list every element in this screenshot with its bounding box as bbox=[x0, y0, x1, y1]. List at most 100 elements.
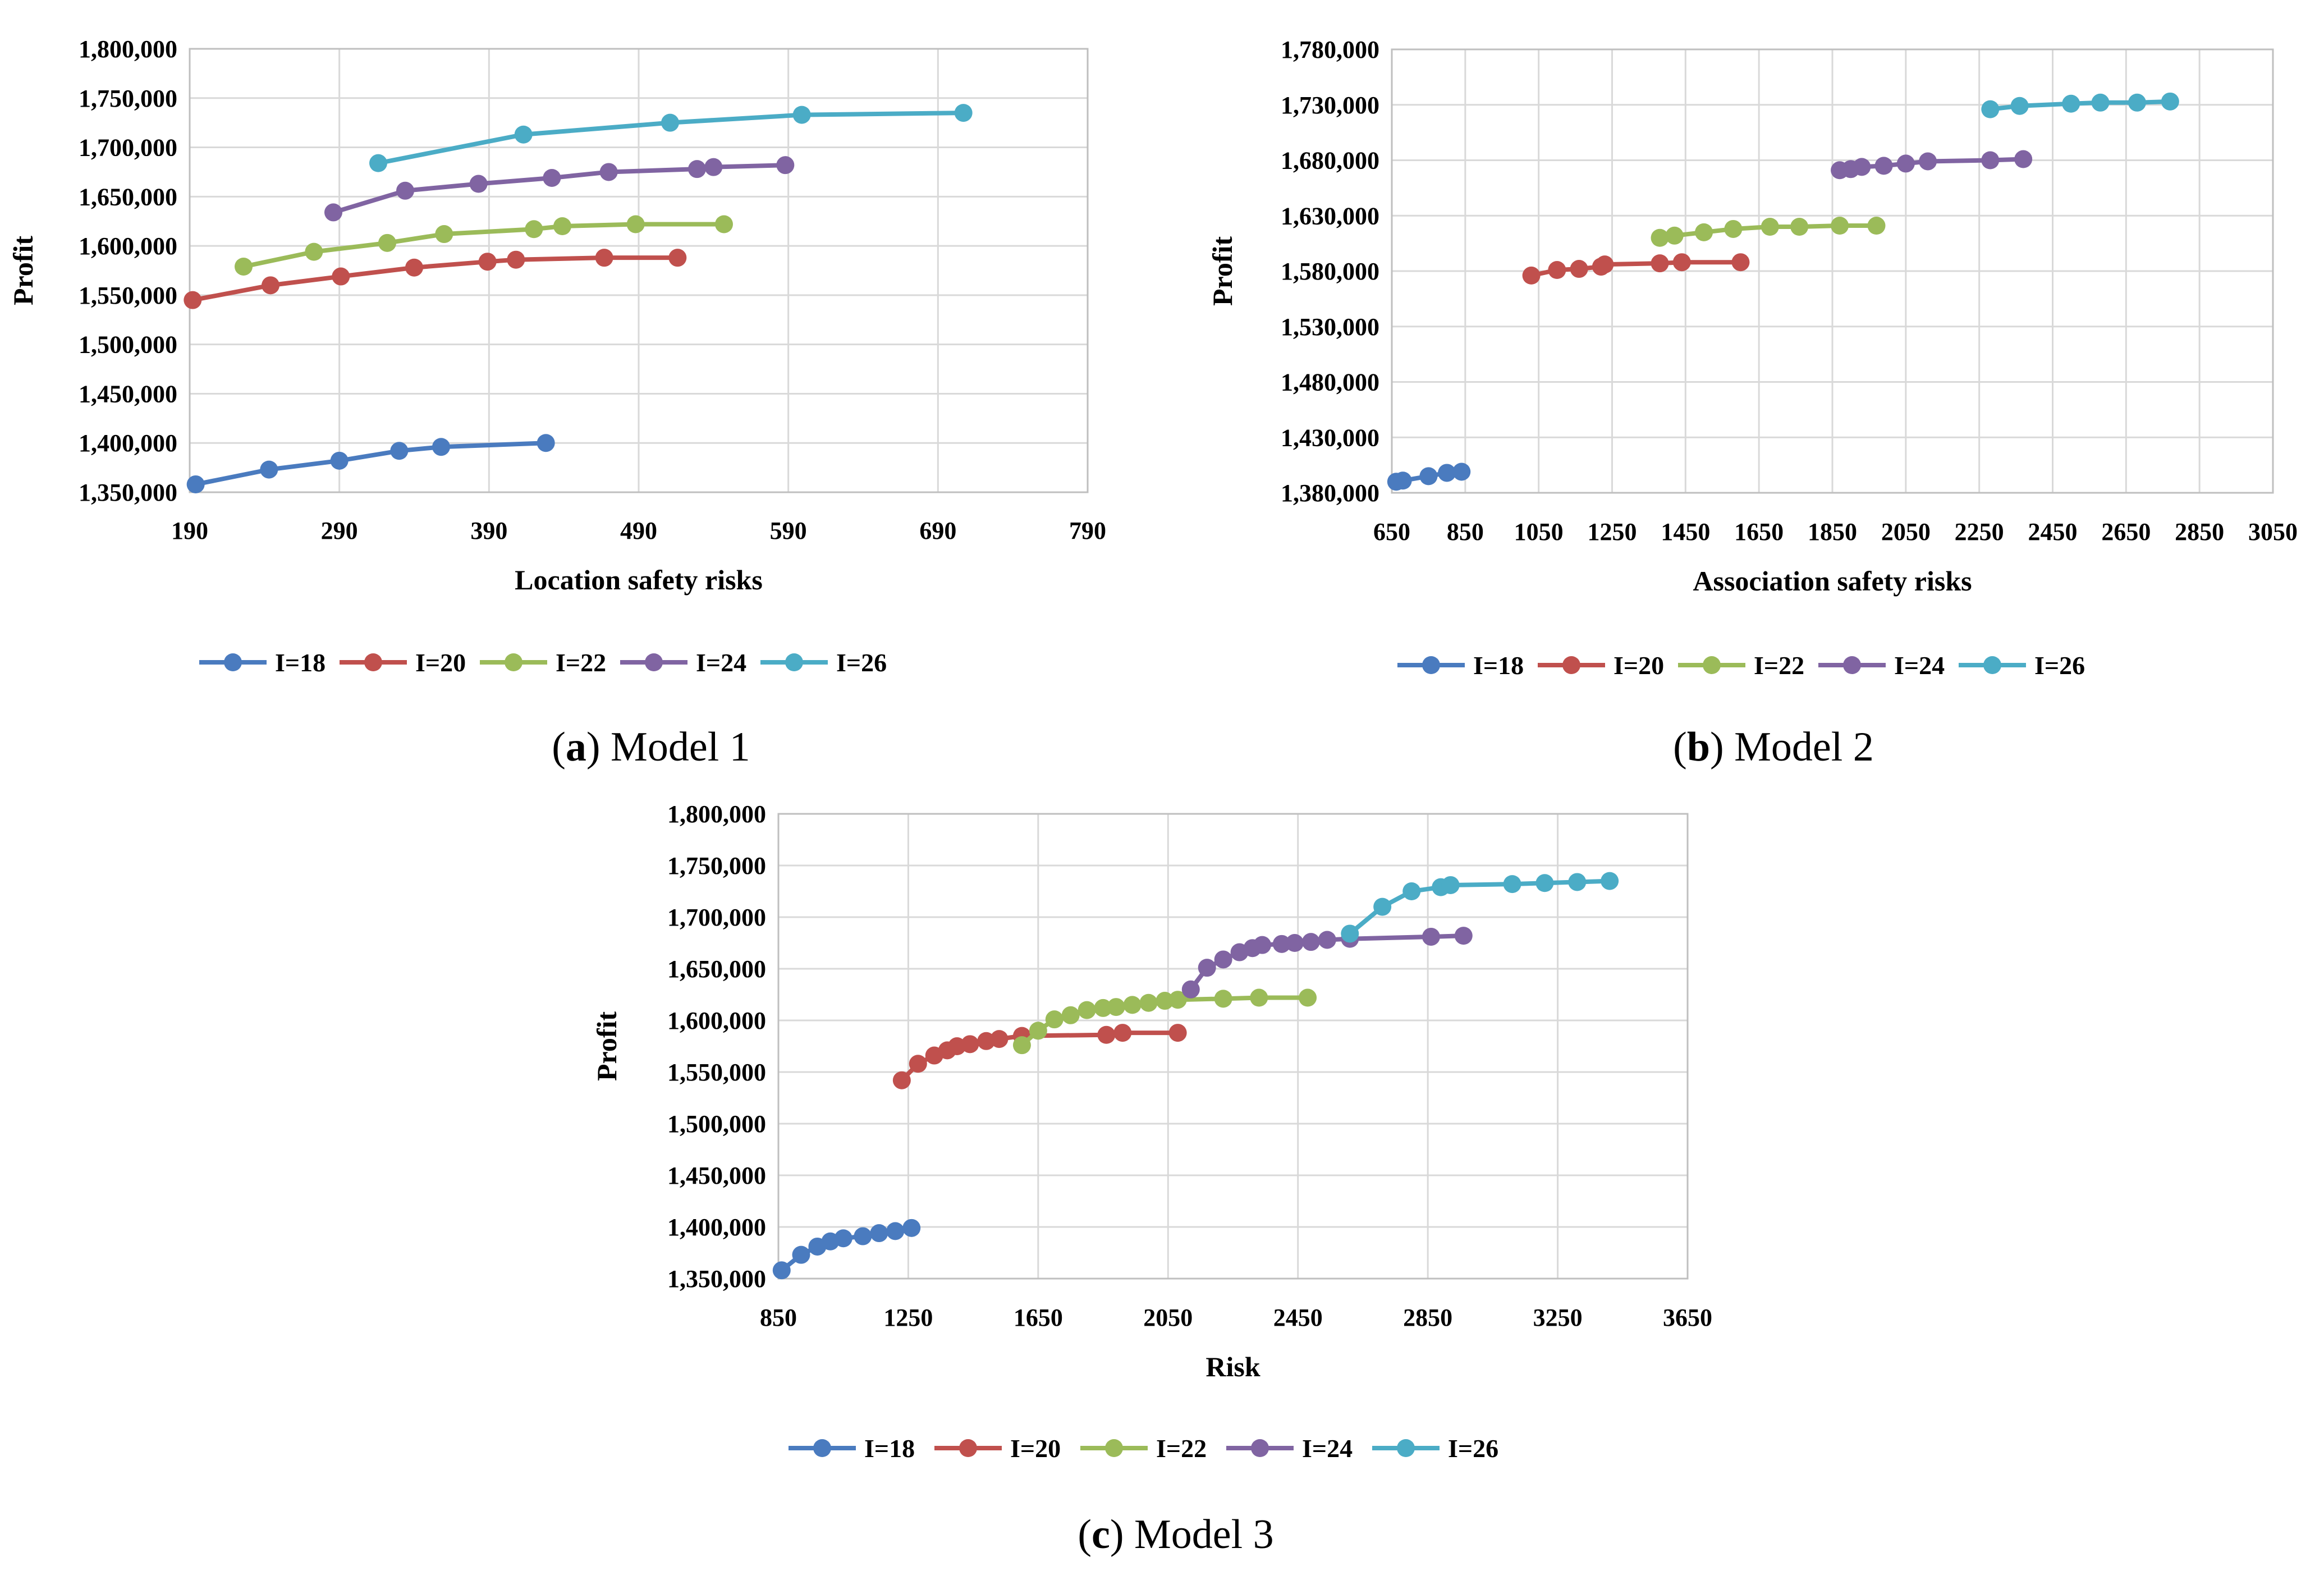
data-point bbox=[1012, 1036, 1031, 1055]
y-tick-label: 1,550,000 bbox=[667, 1059, 766, 1086]
data-point bbox=[305, 242, 323, 261]
x-tick-label: 190 bbox=[171, 517, 208, 544]
legend-marker bbox=[1422, 656, 1440, 674]
data-point bbox=[396, 181, 414, 200]
x-tick-label: 850 bbox=[1447, 518, 1484, 546]
data-point bbox=[1672, 253, 1691, 272]
series-I-20 bbox=[892, 1024, 1187, 1089]
series-I-26 bbox=[369, 104, 973, 172]
legend-marker bbox=[505, 653, 522, 671]
x-axis-title: Association safety risks bbox=[1693, 565, 1972, 597]
legend-marker bbox=[1703, 656, 1721, 674]
legend-item-I-26: I=26 bbox=[760, 648, 887, 677]
x-tick-label: 3050 bbox=[2248, 518, 2298, 546]
legend-item-I-20: I=20 bbox=[340, 648, 466, 677]
data-point bbox=[668, 249, 687, 267]
x-axis-title: Location safety risks bbox=[515, 564, 763, 596]
y-tick-label: 1,580,000 bbox=[1281, 258, 1379, 285]
y-tick-label: 1,730,000 bbox=[1281, 91, 1379, 119]
legend-marker bbox=[959, 1439, 977, 1457]
legend-item-I-24: I=24 bbox=[1818, 651, 1945, 680]
data-point bbox=[525, 220, 543, 239]
legend-item-I-18: I=18 bbox=[789, 1434, 915, 1463]
x-tick-label: 3250 bbox=[1533, 1304, 1583, 1331]
data-point bbox=[1168, 1024, 1187, 1042]
y-tick-label: 1,530,000 bbox=[1281, 313, 1379, 341]
data-point bbox=[260, 460, 278, 479]
series-I-26 bbox=[1981, 92, 2179, 118]
y-axis-title: Profit bbox=[7, 236, 39, 305]
data-point bbox=[1454, 927, 1473, 945]
data-point bbox=[1665, 226, 1684, 245]
legend-item-I-22: I=22 bbox=[1080, 1434, 1207, 1463]
series-I-24 bbox=[1181, 927, 1473, 999]
data-point bbox=[1596, 255, 1614, 274]
data-point bbox=[1419, 467, 1438, 486]
data-point bbox=[1503, 875, 1521, 894]
data-point bbox=[1250, 988, 1268, 1007]
chart-caption: (c) Model 3 bbox=[1078, 1512, 1273, 1558]
y-tick-label: 1,600,000 bbox=[667, 1007, 766, 1034]
y-tick-label: 1,550,000 bbox=[79, 282, 177, 309]
data-point bbox=[469, 175, 488, 193]
data-point bbox=[1078, 1001, 1096, 1019]
data-point bbox=[1198, 959, 1216, 977]
plot-area bbox=[189, 48, 1089, 493]
data-point bbox=[1874, 157, 1893, 175]
y-tick-label: 1,800,000 bbox=[667, 800, 766, 828]
data-point bbox=[1181, 980, 1200, 999]
data-point bbox=[1919, 152, 1937, 171]
caption-letter: a bbox=[566, 724, 586, 770]
chart-b: 650 850 1050 1250 1450 1650 1850 2050 2250 2450 26… bbox=[1207, 36, 2298, 770]
data-point bbox=[772, 1261, 791, 1280]
legend-item-I-18: I=18 bbox=[199, 648, 326, 677]
x-tick-label: 1650 bbox=[1014, 1304, 1063, 1331]
data-point bbox=[478, 253, 497, 271]
data-point bbox=[1831, 217, 1849, 235]
x-tick-label: 3650 bbox=[1663, 1304, 1712, 1331]
data-point bbox=[1452, 462, 1471, 481]
x-tick-label: 1850 bbox=[1808, 518, 1857, 546]
y-tick-label: 1,380,000 bbox=[1281, 479, 1379, 507]
series-I-18 bbox=[1387, 462, 1471, 491]
data-point bbox=[1061, 1006, 1080, 1024]
series-I-18 bbox=[772, 1219, 921, 1280]
data-point bbox=[1402, 882, 1421, 900]
data-point bbox=[2062, 94, 2080, 113]
data-point bbox=[661, 113, 679, 132]
data-point bbox=[1981, 100, 2000, 118]
y-tick-label: 1,480,000 bbox=[1281, 369, 1379, 396]
legend-marker bbox=[1251, 1439, 1269, 1457]
data-point bbox=[1535, 874, 1554, 892]
legend-label: I=20 bbox=[1613, 651, 1664, 680]
data-point bbox=[1896, 154, 1915, 173]
data-point bbox=[514, 125, 533, 144]
data-point bbox=[626, 215, 645, 233]
data-point bbox=[2091, 93, 2110, 112]
data-point bbox=[792, 106, 811, 124]
y-axis-title: Profit bbox=[1207, 236, 1238, 306]
data-point bbox=[990, 1030, 1009, 1048]
data-point bbox=[599, 163, 618, 181]
data-point bbox=[378, 233, 396, 252]
data-point bbox=[1107, 998, 1125, 1016]
x-tick-label: 690 bbox=[919, 517, 956, 544]
legend-item-I-26: I=26 bbox=[1372, 1434, 1498, 1463]
x-tick-label: 1650 bbox=[1734, 518, 1784, 546]
data-point bbox=[892, 1071, 911, 1089]
legend-label: I=20 bbox=[415, 648, 466, 677]
legend-label: I=22 bbox=[556, 648, 606, 677]
legend-label: I=18 bbox=[864, 1434, 915, 1463]
data-point bbox=[1214, 950, 1232, 969]
legend-label: I=24 bbox=[1302, 1434, 1353, 1463]
data-point bbox=[961, 1035, 979, 1054]
data-point bbox=[1651, 254, 1669, 273]
x-tick-label: 1250 bbox=[1588, 518, 1637, 546]
legend-item-I-24: I=24 bbox=[620, 648, 746, 677]
data-point bbox=[776, 156, 795, 175]
x-tick-label: 590 bbox=[770, 517, 807, 544]
caption-letter: c bbox=[1092, 1512, 1110, 1558]
data-point bbox=[1522, 266, 1541, 285]
legend-marker bbox=[1562, 656, 1580, 674]
